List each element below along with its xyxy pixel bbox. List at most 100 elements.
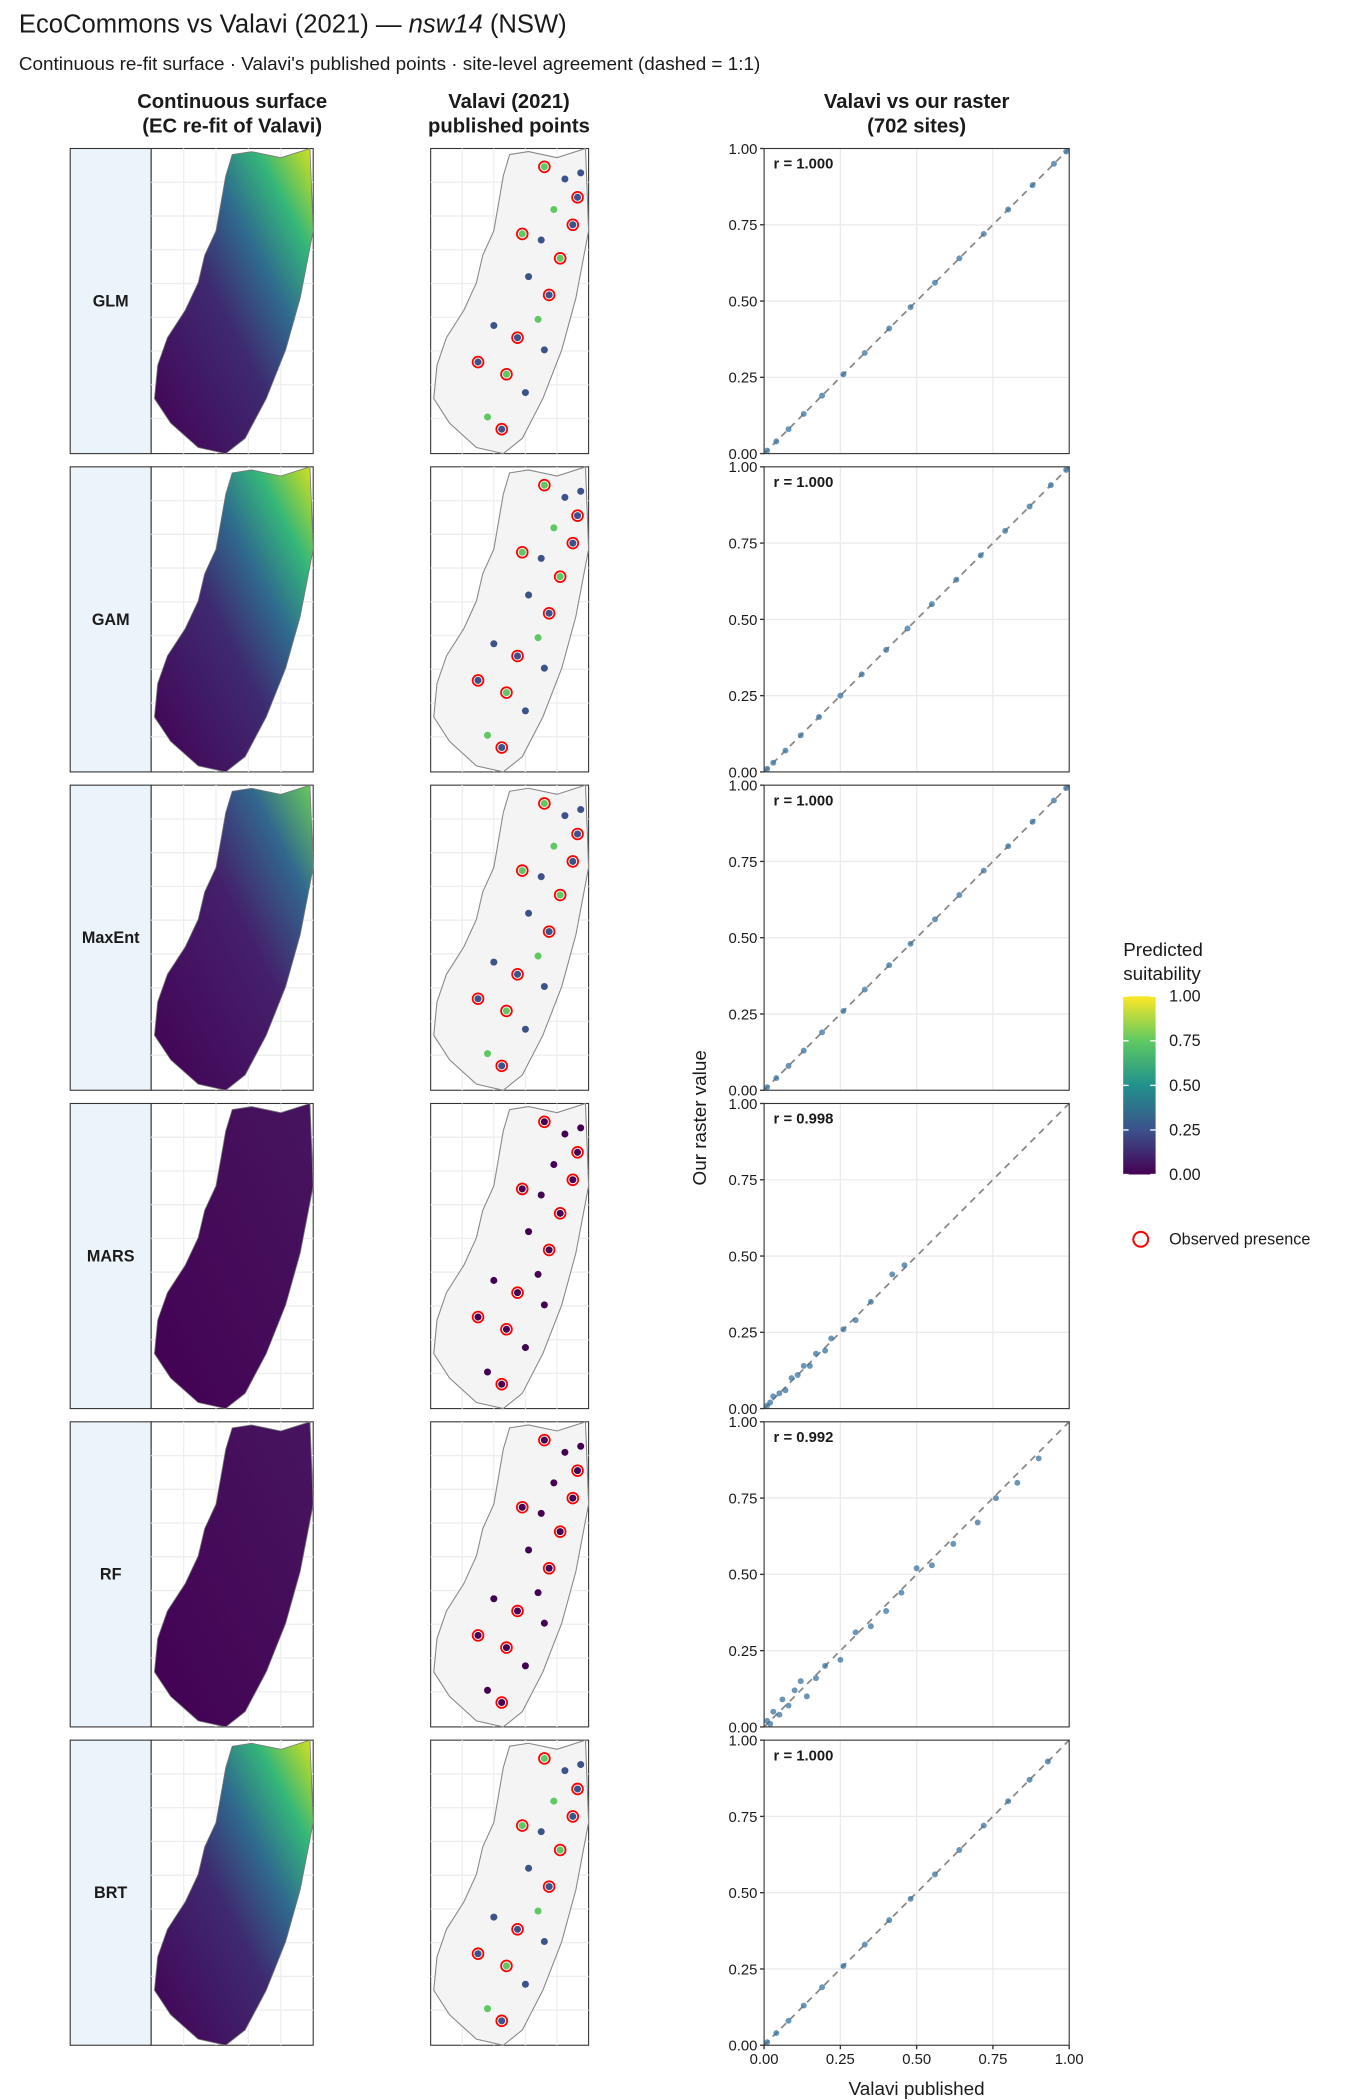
point [828,1335,835,1342]
legend-title: suitability [1123,964,1201,985]
site [577,169,585,177]
site [525,1546,533,1554]
site [561,1767,569,1775]
point [1002,527,1009,534]
point [1029,818,1036,825]
y-tick-label: 0.00 [728,765,757,781]
presence [500,367,513,381]
site [537,1191,545,1199]
strip [69,147,152,455]
point [767,1399,774,1406]
surface-map [150,784,314,1091]
presence [542,606,556,620]
surface [154,1739,314,2046]
strip-label: GLM [93,292,129,310]
site [498,2017,506,2025]
site [537,1828,545,1836]
site [474,676,482,684]
presence [571,1782,584,1796]
strip-label: RF [100,1566,122,1584]
presence [553,252,567,265]
point [764,2039,771,2046]
presence [471,1947,485,1960]
site [525,273,533,281]
strip [69,1102,152,1410]
presence [542,1243,556,1257]
site [577,1124,585,1132]
y-tick-label: 0.50 [728,1886,757,1902]
site [474,995,482,1003]
presence [553,570,567,583]
point [1026,1776,1033,1783]
site [545,1883,553,1891]
presence [566,536,580,550]
point [901,1262,908,1269]
presence [471,992,485,1006]
site [521,707,529,715]
presence [553,1843,567,1857]
presence [553,1207,567,1220]
presence [571,1146,584,1159]
presence [542,288,556,302]
point [931,1871,938,1878]
point [837,692,844,699]
surface [154,466,314,773]
site [550,206,558,214]
site [484,2005,492,2013]
presence [571,191,584,204]
column-header: (EC re-fit of Valavi) [142,115,322,137]
point [1047,482,1054,489]
point [1063,785,1070,792]
point [861,986,868,993]
site [502,689,510,697]
point [867,1623,874,1630]
legend-presence [1132,1230,1150,1248]
site [577,1442,585,1450]
y-tick-label: 0.25 [728,1326,757,1342]
y-tick-label: 0.50 [728,613,757,629]
title: EcoCommons vs Valavi (2021) — nsw14 (NSW… [19,10,567,38]
site [569,1176,577,1184]
legend-title: Predicted [1123,940,1203,961]
site [521,1344,529,1352]
strip [69,466,152,773]
point [1005,1798,1012,1805]
point [800,1047,807,1054]
site [540,1118,548,1126]
site [518,230,526,238]
point [913,1565,920,1572]
site [569,539,577,547]
point [931,916,938,923]
presence [515,545,529,559]
point [928,1562,935,1569]
x-tick-label: 1.00 [1055,2052,1084,2068]
site [474,358,482,366]
point [764,765,771,772]
site [490,1595,498,1603]
presence [511,1604,524,1618]
point [816,714,822,720]
point [785,1702,792,1709]
point [822,1662,829,1669]
site [561,493,569,501]
points-map [430,466,590,773]
strip-label: MaxEnt [82,929,140,947]
surface [154,147,314,455]
point [1035,1455,1042,1462]
site [550,842,558,850]
site [534,1589,542,1597]
strip-label: GAM [92,611,130,629]
y-tick-label: 0.75 [728,1173,757,1189]
site [474,1313,482,1321]
presence [511,1923,524,1936]
region [433,784,590,1091]
point [800,1362,807,1369]
site [502,1007,510,1015]
presence [511,968,524,981]
site [574,193,582,201]
site [574,1467,582,1475]
point [764,1084,771,1091]
x-tick-label: 0.50 [902,2052,931,2068]
point [907,1895,914,1902]
